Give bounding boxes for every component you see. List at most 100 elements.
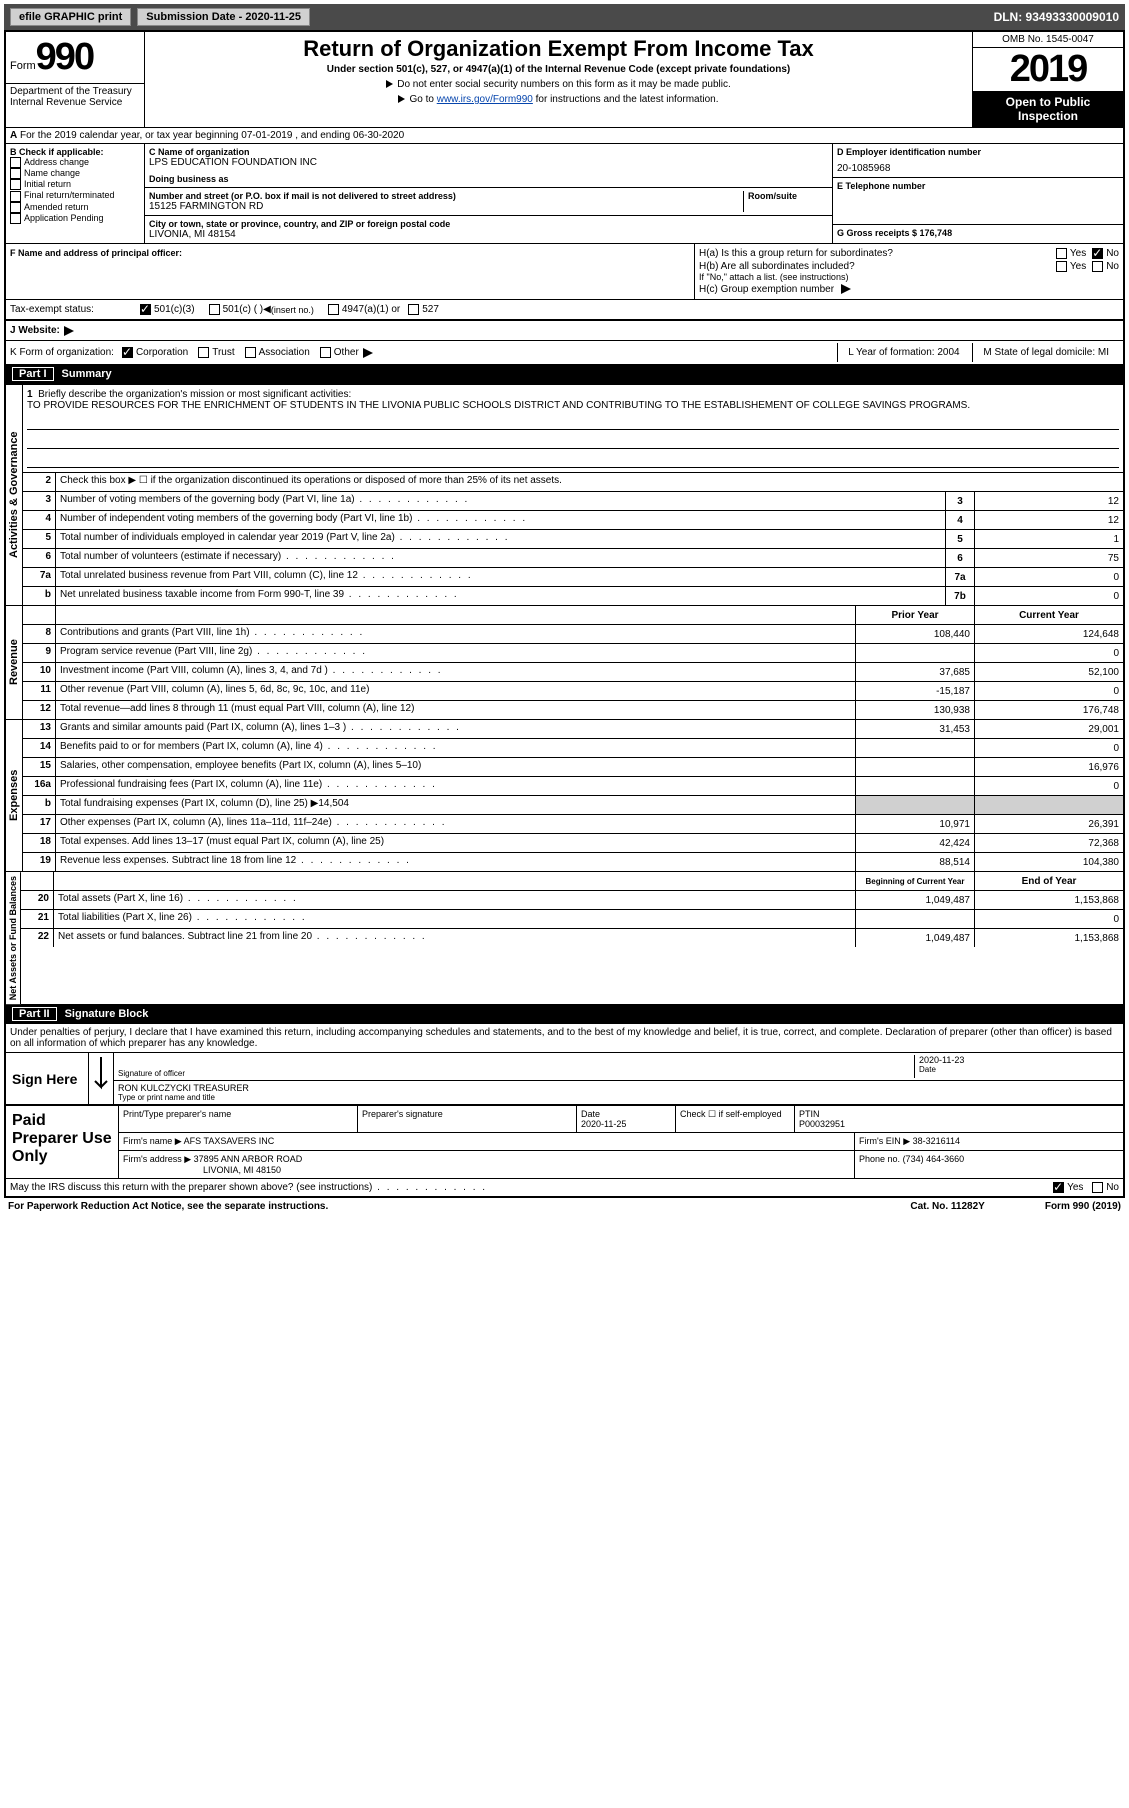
arrow-icon	[64, 326, 74, 336]
501c3-checkbox[interactable]	[140, 304, 151, 315]
website-row: J Website:	[6, 320, 1123, 340]
checkbox-section: B Check if applicable: Address change Na…	[6, 144, 145, 243]
l8-prior: 108,440	[855, 625, 974, 643]
mission-text: TO PROVIDE RESOURCES FOR THE ENRICHMENT …	[27, 400, 970, 411]
part1-header: Part I Summary	[6, 364, 1123, 384]
net-assets-tab: Net Assets or Fund Balances	[6, 872, 21, 1004]
header-title-block: Return of Organization Exempt From Incom…	[145, 32, 972, 127]
form-prefix: Form	[10, 60, 36, 72]
527-checkbox[interactable]	[408, 304, 419, 315]
l15-prior	[855, 758, 974, 776]
line7a-value: 0	[974, 568, 1123, 586]
addr-checkbox[interactable]	[10, 157, 21, 168]
l16a-prior	[855, 777, 974, 795]
corp-checkbox[interactable]	[122, 347, 133, 358]
org-city: LIVONIA, MI 48154	[149, 229, 828, 240]
form-note2: Go to www.irs.gov/Form990 for instructio…	[151, 94, 966, 105]
name-checkbox[interactable]	[10, 168, 21, 179]
firm-ein: 38-3216114	[913, 1136, 960, 1146]
ha-no-checkbox[interactable]	[1092, 248, 1103, 259]
pending-checkbox[interactable]	[10, 213, 21, 224]
self-employed-check: Check ☐ if self-employed	[680, 1109, 790, 1120]
discuss-no-checkbox[interactable]	[1092, 1182, 1103, 1193]
signature-declaration: Under penalties of perjury, I declare th…	[6, 1024, 1123, 1052]
k-row: K Form of organization: Corporation Trus…	[6, 340, 1123, 364]
l10-current: 52,100	[974, 663, 1123, 681]
org-address: 15125 FARMINGTON RD	[149, 201, 743, 212]
year-formation: L Year of formation: 2004	[837, 343, 969, 362]
l12-current: 176,748	[974, 701, 1123, 719]
expenses-section: Expenses 13Grants and similar amounts pa…	[6, 719, 1123, 871]
l9-current: 0	[974, 644, 1123, 662]
sign-here-label: Sign Here	[6, 1053, 89, 1104]
sign-here-block: Sign Here Signature of officer 2020-11-2…	[6, 1052, 1123, 1104]
bottom-footer: For Paperwork Reduction Act Notice, see …	[4, 1198, 1125, 1215]
submission-button[interactable]: Submission Date - 2020-11-25	[137, 8, 310, 26]
preparer-top-row: Print/Type preparer's name Preparer's si…	[119, 1106, 1123, 1133]
l18-prior: 42,424	[855, 834, 974, 852]
omb-number: OMB No. 1545-0047	[973, 32, 1123, 48]
arrow-icon	[363, 348, 373, 358]
ein-row: D Employer identification number 20-1085…	[833, 144, 1123, 178]
l15-current: 16,976	[974, 758, 1123, 776]
initial-checkbox[interactable]	[10, 179, 21, 190]
other-checkbox[interactable]	[320, 347, 331, 358]
check-label: B Check if applicable:	[10, 147, 140, 157]
identity-section: B Check if applicable: Address change Na…	[6, 143, 1123, 243]
header-right-box: OMB No. 1545-0047 2019 Open to Public In…	[972, 32, 1123, 127]
form-title: Return of Organization Exempt From Incom…	[151, 36, 966, 62]
expenses-tab: Expenses	[6, 720, 23, 871]
l13-current: 29,001	[974, 720, 1123, 738]
dln-label: DLN: 93493330009010	[994, 10, 1119, 24]
form-container: Form990 Department of the Treasury Inter…	[4, 30, 1125, 1198]
part2-header: Part II Signature Block	[6, 1004, 1123, 1024]
form-subtitle: Under section 501(c), 527, or 4947(a)(1)…	[151, 64, 966, 75]
l10-prior: 37,685	[855, 663, 974, 681]
cat-number: Cat. No. 11282Y	[910, 1201, 984, 1212]
gross-receipts: G Gross receipts $ 176,748	[837, 228, 1119, 238]
l8-current: 124,648	[974, 625, 1123, 643]
l21-end: 0	[974, 910, 1123, 928]
efile-button[interactable]: efile GRAPHIC print	[10, 8, 131, 26]
triangle-icon	[386, 80, 393, 88]
org-addr-row: Number and street (or P.O. box if mail i…	[145, 188, 832, 216]
ptin-value: P00032951	[799, 1119, 1119, 1129]
line4-value: 12	[974, 511, 1123, 529]
l14-prior	[855, 739, 974, 757]
line3-value: 12	[974, 492, 1123, 510]
line5-value: 1	[974, 530, 1123, 548]
l18-current: 72,368	[974, 834, 1123, 852]
ein-value: 20-1085968	[837, 163, 1119, 174]
officer-block: F Name and address of principal officer:	[6, 244, 695, 299]
trust-checkbox[interactable]	[198, 347, 209, 358]
discuss-yes-checkbox[interactable]	[1053, 1182, 1064, 1193]
501c-checkbox[interactable]	[209, 304, 220, 315]
irs-link[interactable]: www.irs.gov/Form990	[437, 94, 533, 105]
prep-date: 2020-11-25	[581, 1119, 671, 1129]
form-number: 990	[36, 36, 93, 78]
hb-no-checkbox[interactable]	[1092, 261, 1103, 272]
firm-name: AFS TAXSAVERS INC	[184, 1136, 275, 1146]
hb-yes-checkbox[interactable]	[1056, 261, 1067, 272]
l12-prior: 130,938	[855, 701, 974, 719]
4947-checkbox[interactable]	[328, 304, 339, 315]
line6-value: 75	[974, 549, 1123, 567]
l17-prior: 10,971	[855, 815, 974, 833]
ha-yes-checkbox[interactable]	[1056, 248, 1067, 259]
period-row: A For the 2019 calendar year, or tax yea…	[6, 127, 1123, 143]
l11-current: 0	[974, 682, 1123, 700]
l22-end: 1,153,868	[974, 929, 1123, 947]
assoc-checkbox[interactable]	[245, 347, 256, 358]
top-bar: efile GRAPHIC print Submission Date - 20…	[4, 4, 1125, 30]
line7b-value: 0	[974, 587, 1123, 605]
firm-address: 37895 ANN ARBOR ROAD	[194, 1154, 303, 1164]
final-checkbox[interactable]	[10, 191, 21, 202]
phone-row: E Telephone number	[833, 178, 1123, 225]
mission-row: 1 Briefly describe the organization's mi…	[23, 385, 1123, 472]
revenue-tab: Revenue	[6, 606, 23, 719]
governance-tab: Activities & Governance	[6, 385, 23, 605]
l14-current: 0	[974, 739, 1123, 757]
l21-begin	[855, 910, 974, 928]
amended-checkbox[interactable]	[10, 202, 21, 213]
prior-year-header: Prior Year	[855, 606, 974, 624]
